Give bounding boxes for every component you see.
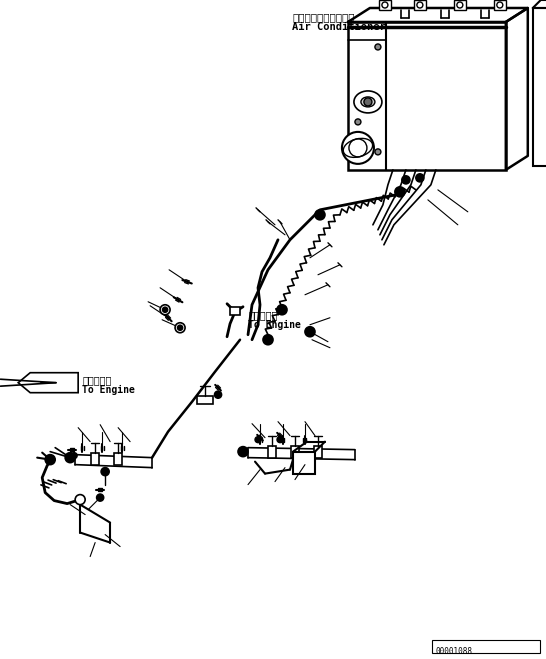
Circle shape	[402, 176, 410, 184]
Circle shape	[395, 187, 405, 197]
Text: To Engine: To Engine	[248, 320, 301, 330]
Bar	[454, 0, 466, 10]
Circle shape	[497, 2, 503, 8]
Circle shape	[238, 447, 248, 457]
Circle shape	[75, 495, 85, 505]
Ellipse shape	[354, 91, 382, 113]
Bar	[314, 445, 322, 457]
Bar	[494, 0, 506, 10]
Circle shape	[65, 453, 75, 463]
Polygon shape	[18, 373, 78, 393]
Circle shape	[315, 210, 325, 220]
Circle shape	[375, 149, 381, 155]
Bar	[533, 8, 546, 166]
Circle shape	[277, 437, 283, 443]
Bar	[379, 0, 391, 10]
Circle shape	[416, 174, 424, 182]
Circle shape	[417, 2, 423, 8]
Circle shape	[71, 453, 77, 459]
Bar	[268, 445, 276, 457]
Bar	[432, 641, 540, 654]
Circle shape	[45, 455, 55, 465]
Circle shape	[382, 2, 388, 8]
Bar	[414, 0, 426, 10]
Text: To Engine: To Engine	[82, 385, 135, 395]
Circle shape	[97, 494, 104, 501]
Circle shape	[342, 132, 374, 164]
Circle shape	[163, 307, 168, 312]
Circle shape	[160, 304, 170, 315]
Bar	[291, 445, 299, 457]
Text: Air Conditioner: Air Conditioner	[292, 22, 385, 32]
Bar	[114, 453, 122, 465]
Bar	[91, 453, 99, 465]
Ellipse shape	[361, 97, 375, 107]
Text: 00001088: 00001088	[436, 648, 473, 656]
Bar	[197, 395, 213, 404]
Bar	[230, 306, 240, 315]
Circle shape	[101, 468, 109, 476]
Bar	[293, 451, 315, 474]
Circle shape	[177, 326, 182, 330]
Text: エアーコンディショナ: エアーコンディショナ	[292, 12, 354, 22]
Bar	[348, 22, 506, 170]
Circle shape	[364, 98, 372, 106]
Circle shape	[355, 119, 361, 125]
Circle shape	[457, 2, 463, 8]
Circle shape	[255, 437, 261, 443]
Circle shape	[305, 327, 315, 337]
Circle shape	[215, 391, 222, 398]
Circle shape	[175, 323, 185, 333]
Text: エンジンへ: エンジンへ	[82, 375, 111, 385]
Circle shape	[263, 335, 273, 345]
Text: エンジンへ: エンジンへ	[248, 310, 277, 320]
Circle shape	[375, 44, 381, 50]
Circle shape	[277, 304, 287, 315]
Circle shape	[349, 139, 367, 157]
